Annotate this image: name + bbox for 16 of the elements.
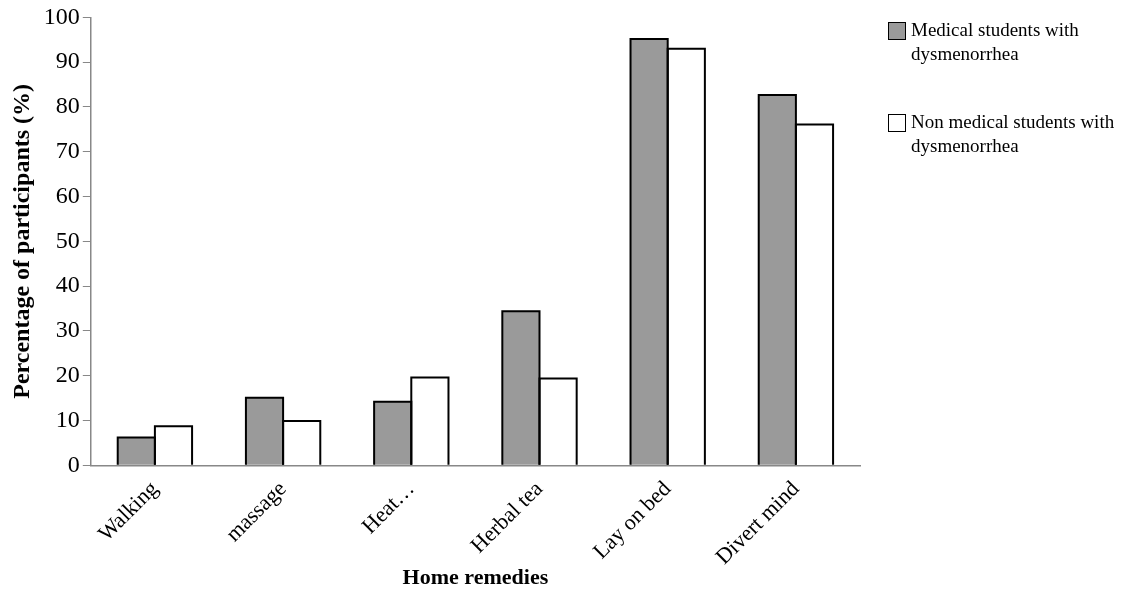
y-tick-label: 100 xyxy=(43,2,80,29)
y-tick-label: 0 xyxy=(67,450,80,477)
y-tick-label: 80 xyxy=(55,92,80,119)
y-tick-label: 60 xyxy=(55,181,80,208)
x-axis-title: Home remedies xyxy=(402,564,549,590)
y-tick-label: 50 xyxy=(55,226,80,253)
y-tick-label: 10 xyxy=(55,405,80,432)
y-tick-label: 20 xyxy=(55,361,80,388)
legend-label: Medical students with dysmenorrhea xyxy=(911,18,1080,66)
y-axis-title: Percentage of participants (%) xyxy=(7,83,34,399)
x-tick-label: Lay on bed xyxy=(587,475,676,564)
text: Non medical students with dysmenorrhea xyxy=(911,110,1116,158)
y-tick-label: 40 xyxy=(55,271,80,298)
y-tick-label: 90 xyxy=(55,47,80,74)
y-tick-label: 30 xyxy=(55,316,80,343)
y-tick-label: 70 xyxy=(55,137,80,164)
